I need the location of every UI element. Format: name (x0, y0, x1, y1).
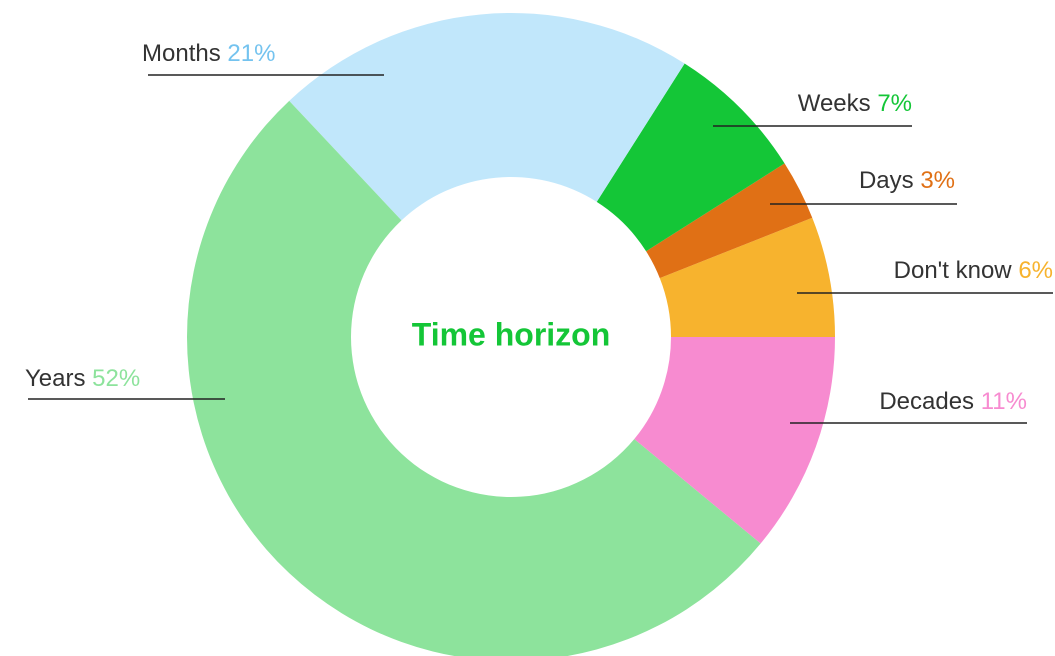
slice-label: Weeks 7% (713, 90, 912, 127)
donut-slice (659, 217, 835, 337)
donut-slice (596, 63, 785, 252)
category-label: Months (142, 40, 221, 67)
value-label: 52% (92, 365, 140, 392)
donut-slice (187, 100, 761, 656)
slice-label: Decades 11% (790, 388, 1027, 424)
label-text: Years 52% (25, 365, 140, 392)
category-label: Days (859, 167, 914, 194)
slice-label: Days 3% (770, 167, 957, 205)
label-text: Don't know 6% (894, 257, 1053, 284)
slice-label: Months 21% (142, 40, 384, 76)
donut-slice (289, 13, 685, 221)
slice-label: Don't know 6% (797, 257, 1053, 294)
label-text: Weeks 7% (798, 90, 912, 117)
value-label: 7% (877, 90, 912, 117)
value-label: 21% (227, 40, 275, 67)
label-text: Decades 11% (879, 388, 1027, 415)
donut-slice (634, 337, 836, 544)
category-label: Years (25, 365, 86, 392)
value-label: 11% (981, 388, 1027, 415)
category-label: Don't know (894, 257, 1013, 284)
chart-title: Time horizon (412, 316, 611, 352)
label-text: Months 21% (142, 40, 275, 67)
category-label: Decades (879, 388, 974, 415)
value-label: 3% (920, 167, 955, 194)
category-label: Weeks (798, 90, 871, 117)
value-label: 6% (1018, 257, 1053, 284)
slice-label: Years 52% (25, 365, 225, 400)
donut-slice (646, 163, 813, 279)
label-text: Days 3% (859, 167, 955, 194)
